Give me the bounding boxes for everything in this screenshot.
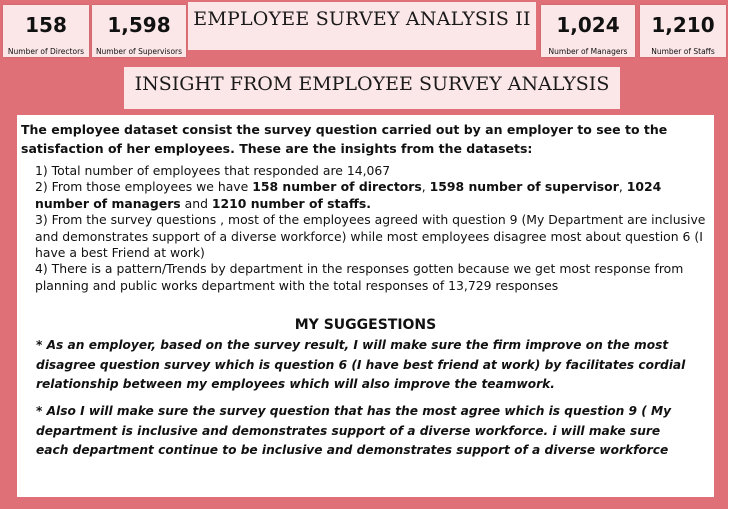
kpi-label: Number of Directors xyxy=(7,47,85,56)
suggestion-1: * As an employer, based on the survey re… xyxy=(36,338,686,391)
point-text: , xyxy=(618,179,627,195)
kpi-card-staffs[interactable]: 1,210 Number of Staffs xyxy=(640,5,726,57)
insight-text-panel: The employee dataset consist the survey … xyxy=(17,115,714,497)
right-margin xyxy=(728,0,736,509)
kpi-value: 158 xyxy=(25,13,67,37)
insight-point-1: 1) Total number of employees that respon… xyxy=(35,163,391,178)
insight-title-box: INSIGHT FROM EMPLOYEE SURVEY ANALYSIS xyxy=(124,67,620,109)
kpi-value: 1,024 xyxy=(556,13,620,37)
kpi-label: Number of Staffs xyxy=(651,47,715,56)
kpi-label: Number of Supervisors xyxy=(95,47,183,56)
page-title: EMPLOYEE SURVEY ANALYSIS II xyxy=(193,8,531,30)
suggestions-title: MY SUGGESTIONS xyxy=(294,317,437,333)
insight-title: INSIGHT FROM EMPLOYEE SURVEY ANALYSIS xyxy=(134,73,610,95)
kpi-card-managers[interactable]: 1,024 Number of Managers xyxy=(541,5,635,57)
kpi-value: 1,210 xyxy=(651,13,715,37)
point-text: and xyxy=(180,195,212,211)
kpi-card-supervisors[interactable]: 1,598 Number of Supervisors xyxy=(92,5,186,57)
point-text: 2) From those employees we have xyxy=(35,179,253,195)
insight-point-2: 2) From those employees we have 158 numb… xyxy=(35,179,715,212)
kpi-label: Number of Managers xyxy=(548,47,628,56)
insight-point-4: 4) There is a pattern/Trends by departme… xyxy=(35,261,684,293)
insight-points: 1) Total number of employees that respon… xyxy=(35,163,715,294)
insight-point-3: 3) From the survey questions , most of t… xyxy=(35,212,706,261)
point-emphasis: 1598 number of supervisor xyxy=(429,179,619,195)
point-emphasis: 1024 number of managers xyxy=(35,179,662,211)
suggestion-2: * Also I will make sure the survey quest… xyxy=(36,404,672,457)
point-text: , xyxy=(421,179,430,195)
point-emphasis: 1210 number of staffs. xyxy=(211,195,371,211)
point-emphasis: 158 number of directors xyxy=(252,179,422,195)
insight-intro: The employee dataset consist the survey … xyxy=(21,122,668,156)
kpi-value: 1,598 xyxy=(107,13,171,37)
kpi-card-directors[interactable]: 158 Number of Directors xyxy=(3,5,89,57)
page-title-box: EMPLOYEE SURVEY ANALYSIS II xyxy=(188,2,536,50)
